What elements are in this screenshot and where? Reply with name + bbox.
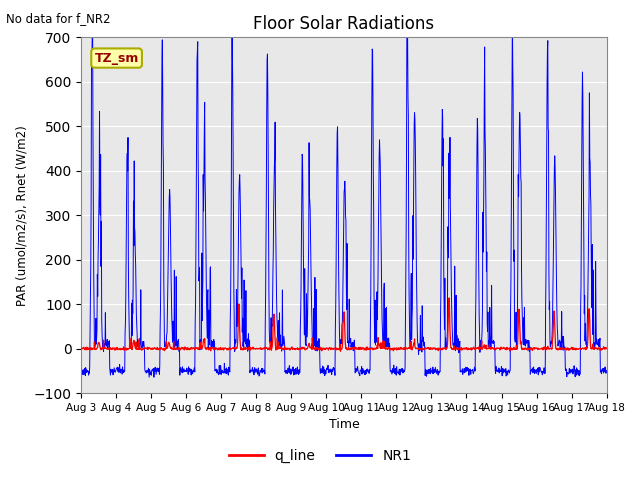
- NR1: [253, 372, 261, 377]
- q_line: [253, 346, 260, 351]
- q_line: [426, 346, 433, 351]
- NR1: [603, 370, 611, 376]
- Line: NR1: NR1: [81, 0, 607, 377]
- NR1: [426, 366, 434, 372]
- NR1: [195, 186, 202, 192]
- NR1: [495, 368, 502, 374]
- q_line: [603, 346, 611, 351]
- q_line: [337, 348, 344, 354]
- Text: TZ_sm: TZ_sm: [95, 51, 139, 65]
- NR1: [182, 368, 189, 374]
- q_line: [541, 347, 548, 352]
- q_line: [445, 295, 453, 301]
- q_line: [182, 346, 189, 352]
- Line: q_line: q_line: [81, 298, 607, 351]
- Text: No data for f_NR2: No data for f_NR2: [6, 12, 111, 25]
- Title: Floor Solar Radiations: Floor Solar Radiations: [253, 15, 435, 33]
- X-axis label: Time: Time: [328, 419, 359, 432]
- NR1: [77, 369, 85, 375]
- Y-axis label: PAR (umol/m2/s), Rnet (W/m2): PAR (umol/m2/s), Rnet (W/m2): [15, 125, 28, 306]
- q_line: [495, 345, 502, 351]
- q_line: [77, 346, 85, 351]
- q_line: [195, 347, 202, 352]
- NR1: [145, 374, 153, 380]
- NR1: [541, 371, 548, 376]
- Legend: q_line, NR1: q_line, NR1: [223, 443, 417, 468]
